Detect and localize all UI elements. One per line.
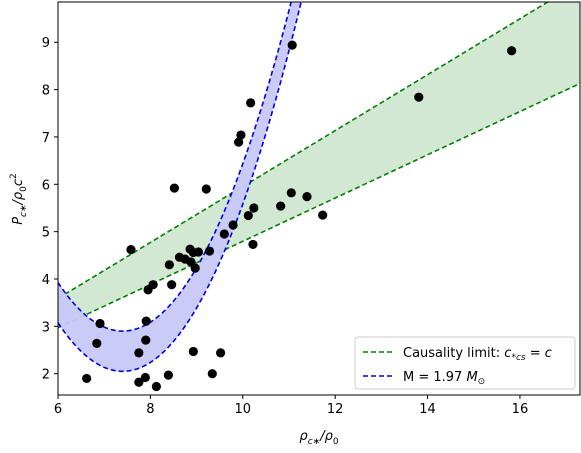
legend-causality-prefix: Causality limit:: [403, 346, 504, 361]
data-point: [243, 210, 253, 221]
data-point: [302, 192, 312, 202]
data-point: [148, 280, 158, 290]
data-point: [188, 346, 198, 357]
x-tick-label: 6: [54, 402, 62, 417]
data-point: [204, 246, 215, 256]
data-point: [318, 210, 328, 220]
mass-lower-line: [58, 2, 302, 373]
legend-box: [354, 336, 576, 390]
x-tick-label: 10: [235, 402, 252, 417]
data-point: [92, 338, 102, 348]
data-point: [276, 201, 286, 211]
data-point: [190, 263, 200, 273]
legend-causality-eq: =: [526, 346, 545, 361]
x-tick-label: 16: [512, 402, 529, 417]
legend-label-mass: M = 1.97 M⊙: [403, 370, 485, 387]
legend: Causality limit: c*cs = c M = 1.97 M⊙: [354, 336, 576, 390]
data-point: [126, 245, 136, 255]
y-label-p: P: [11, 217, 26, 225]
x-tick-label: 12: [327, 402, 344, 417]
data-point: [246, 98, 256, 108]
data-point: [234, 137, 244, 147]
data-point: [164, 260, 174, 270]
x-tick-label: 8: [146, 402, 154, 417]
legend-causality-c2: c: [545, 346, 552, 361]
data-point: [95, 318, 105, 329]
legend-label-causality: Causality limit: c*cs = c: [403, 346, 552, 363]
y-tick-label: 9: [42, 36, 50, 51]
y-label-sub-0: 0: [19, 186, 29, 192]
y-tick-label: 8: [42, 84, 50, 99]
data-point: [151, 381, 161, 392]
x-label-sub-c: c∗: [308, 437, 321, 447]
data-point: [207, 369, 217, 379]
y-label-c: c: [11, 179, 26, 186]
y-tick-label: 3: [42, 320, 50, 335]
data-point: [216, 348, 226, 358]
data-point: [169, 183, 180, 193]
plot-frame: [57, 1, 581, 396]
y-axis: 2 3 4 5 6 7 8 9: [42, 36, 58, 383]
mass-band-fill: [58, 2, 302, 372]
data-point: [507, 46, 517, 56]
data-point: [134, 377, 144, 387]
mass-upper-line: [58, 2, 292, 332]
data-point: [134, 348, 144, 358]
y-label-sub-c: c∗: [19, 204, 29, 217]
data-point: [163, 370, 174, 380]
y-tick-label: 6: [42, 178, 50, 193]
data-point: [248, 239, 258, 250]
legend-mass-prefix: M = 1.97: [403, 370, 466, 385]
data-point: [414, 92, 424, 102]
data-point: [140, 372, 150, 383]
data-point: [286, 188, 296, 198]
y-label-sup-2: 2: [9, 173, 19, 179]
legend-mass-m: M: [466, 370, 477, 385]
legend-mass-sun: ⊙: [478, 377, 486, 387]
y-label-slash-rho: /ρ: [11, 191, 26, 205]
data-point: [219, 229, 229, 239]
data-point: [82, 373, 92, 384]
data-point: [167, 280, 177, 290]
x-tick-label: 14: [419, 402, 436, 417]
x-axis-label: ρc∗/ρ0: [299, 429, 338, 447]
points-layer: [82, 40, 517, 392]
legend-causality-c: c: [504, 346, 511, 361]
data-point: [141, 335, 151, 345]
x-axis: 6 8 10 12 14 16: [54, 395, 528, 417]
x-label-rho: ρ: [299, 429, 308, 444]
legend-causality-sub: *cs: [511, 353, 525, 363]
y-tick-label: 5: [42, 226, 50, 241]
data-point: [141, 316, 151, 326]
x-label-sub-0: 0: [333, 437, 339, 447]
data-point: [249, 203, 259, 213]
causality-upper-line: [58, 2, 550, 300]
y-tick-label: 2: [42, 368, 50, 383]
x-label-slash-rho: /ρ: [319, 429, 333, 444]
data-point: [193, 247, 204, 257]
y-tick-label: 4: [42, 273, 50, 288]
data-point: [236, 130, 246, 140]
y-axis-label: Pc∗/ρ0c2: [9, 173, 29, 225]
y-tick-label: 7: [42, 131, 50, 146]
data-point: [201, 184, 211, 194]
data-point: [287, 40, 297, 50]
data-point: [228, 220, 238, 230]
